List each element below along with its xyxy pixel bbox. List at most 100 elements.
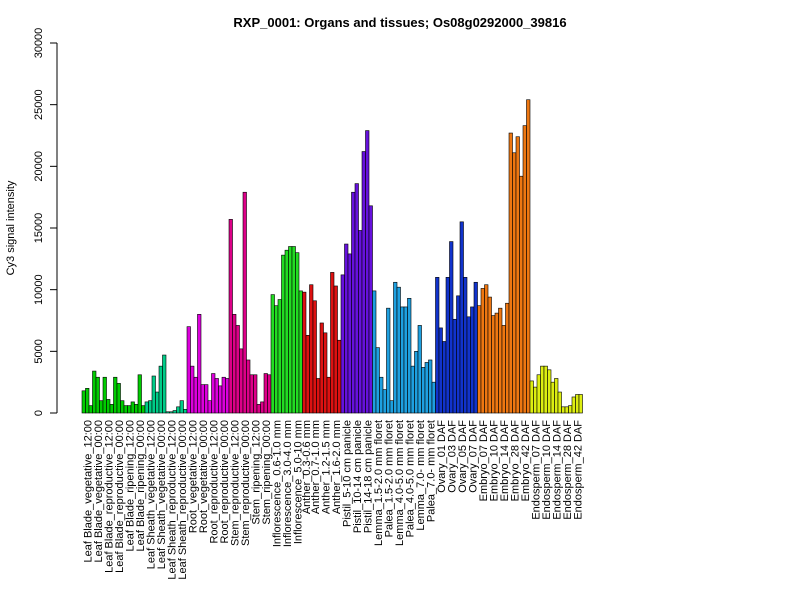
x-tick-label: Endosperm_28 DAF: [562, 420, 574, 520]
bar: [277, 299, 282, 414]
bar: [459, 221, 464, 414]
bar: [120, 400, 125, 414]
bar: [354, 183, 359, 414]
x-tick-label: Palea_1.5-2.0 mm floret: [383, 420, 395, 537]
bar: [81, 390, 86, 414]
y-tick-label: 10000: [33, 274, 45, 305]
x-tick-label: Ovary_07 DAF: [467, 420, 479, 493]
bar: [389, 400, 394, 414]
bar: [106, 399, 111, 414]
x-tick-label: Pistil_5-10 cm panicle: [341, 420, 353, 527]
bar: [298, 290, 303, 414]
x-tick-label: Leaf Blade_reproductive_12:00: [103, 420, 115, 573]
bar: [337, 339, 342, 414]
bar: [386, 307, 391, 414]
bar: [417, 325, 422, 414]
x-tick-label: Root_reproductive_12:00: [208, 420, 220, 544]
bar: [207, 400, 212, 414]
bar: [193, 376, 198, 414]
x-tick-label: Leaf Sheath_vegetative_12:00: [145, 420, 157, 569]
bar: [400, 306, 405, 414]
y-tick-label: 0: [33, 410, 45, 416]
bar: [214, 378, 219, 414]
bar: [529, 380, 534, 414]
bar: [543, 365, 548, 414]
x-tick-label: Embryo_10 DAF: [488, 420, 500, 502]
bar: [554, 378, 559, 414]
bar: [239, 348, 244, 414]
bar: [312, 300, 317, 414]
bar: [519, 175, 524, 414]
bar: [197, 314, 202, 414]
bar: [249, 374, 254, 414]
x-tick-label: Pistil_14-18 cm panicle: [362, 420, 374, 533]
bar: [109, 404, 114, 414]
bar: [309, 284, 314, 414]
bar: [438, 327, 443, 414]
bar: [291, 246, 296, 414]
bar: [382, 389, 387, 414]
bar: [403, 306, 408, 414]
x-tick-label: Anther_0.7-1.0 mm: [310, 420, 322, 514]
bar: [494, 312, 499, 414]
bar: [379, 376, 384, 414]
bar: [466, 316, 471, 414]
bar: [204, 384, 209, 414]
bar: [330, 272, 335, 414]
bar: [88, 405, 93, 414]
bar: [319, 322, 324, 414]
x-tick-label: Endosperm_10 DAF: [541, 420, 553, 520]
bar: [578, 394, 583, 414]
bar: [375, 347, 380, 414]
x-tick-label: Palea_4.0-5.0 mm floret: [404, 420, 416, 537]
x-tick-label: Lemma_4.0-5.0 mm floret: [394, 420, 406, 546]
bar: [470, 306, 475, 414]
bar: [435, 277, 440, 414]
bar: [158, 365, 163, 414]
x-tick-label: Stem_ripening_12:00: [250, 420, 262, 525]
bar: [480, 288, 485, 414]
y-tick-label: 5000: [33, 339, 45, 363]
bar: [281, 254, 286, 414]
bar: [452, 318, 457, 414]
bar: [323, 332, 328, 414]
bar: [508, 132, 513, 414]
bar: [396, 286, 401, 414]
bar: [491, 315, 496, 414]
bar: [557, 391, 562, 414]
x-tick-label: Endosperm_07 DAF: [530, 420, 542, 520]
bar: [393, 281, 398, 414]
x-tick-label: Leaf Sheath_reproductive_00:00: [177, 420, 189, 580]
y-axis: 0 5000 10000 15000 20000 25000 30000: [33, 28, 58, 416]
bar: [431, 381, 436, 414]
x-tick-label: Anther_0.3-0.6 mm: [301, 420, 313, 514]
x-tick-label: Inflorescence_3.0-4.0 mm: [282, 420, 294, 547]
bar: [130, 401, 135, 414]
bar: [144, 401, 149, 414]
bars: [81, 99, 583, 414]
bar: [260, 401, 265, 414]
x-tick-label: Lemma_7.0- mm floret: [415, 420, 427, 531]
bar: [270, 294, 275, 414]
bar: [162, 354, 167, 414]
bar: [267, 374, 272, 414]
bar: [575, 394, 580, 414]
bar: [540, 365, 545, 414]
bar: [284, 249, 289, 414]
x-tick-label: Endosperm_14 DAF: [551, 420, 563, 520]
bar: [102, 376, 107, 414]
bar: [463, 277, 468, 414]
x-tick-label: Anther_1.2-1.5 mm: [320, 420, 332, 514]
x-tick-label: Embryo_14 DAF: [499, 420, 511, 502]
bar: [295, 252, 300, 414]
x-tick-label: Inflorescence_5.0-10 mm: [292, 420, 304, 544]
bar: [410, 365, 415, 414]
bar: [561, 406, 566, 414]
x-tick-label: Anther_1.6-2.0 mm: [331, 420, 343, 514]
bar: [253, 374, 258, 414]
bar: [536, 374, 541, 414]
bar: [533, 386, 538, 414]
bar: [526, 99, 531, 414]
